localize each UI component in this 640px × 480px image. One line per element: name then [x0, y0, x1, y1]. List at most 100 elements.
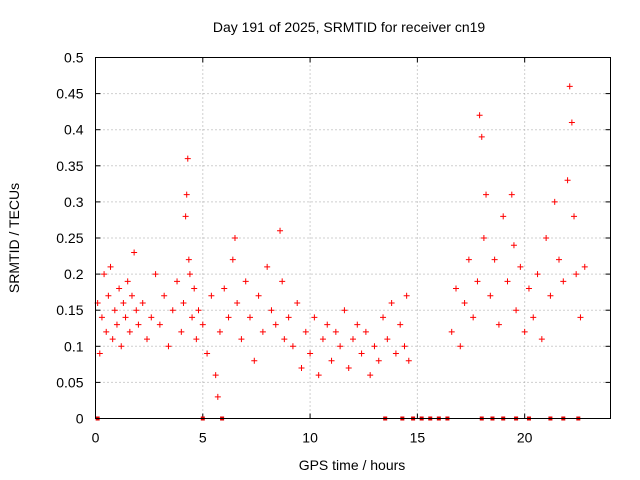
- data-point: [397, 321, 404, 328]
- y-tick-label: 0.4: [64, 122, 84, 138]
- data-point: [521, 328, 528, 335]
- y-tick-label: 0: [76, 411, 84, 427]
- x-tick-label: 15: [410, 430, 426, 446]
- x-tick-label: 5: [199, 430, 207, 446]
- data-point: [174, 278, 181, 285]
- data-point: [470, 314, 477, 321]
- x-tick-label: 20: [517, 430, 533, 446]
- data-point: [96, 350, 103, 357]
- data-point: [101, 271, 108, 278]
- data-point: [358, 350, 365, 357]
- grid: [95, 57, 611, 419]
- x-tick-label: 10: [302, 430, 318, 446]
- data-point: [495, 321, 502, 328]
- data-point: [131, 249, 138, 256]
- data-point: [279, 278, 286, 285]
- data-point: [118, 343, 125, 350]
- data-point: [182, 213, 189, 220]
- data-point: [345, 364, 352, 371]
- data-point: [324, 321, 331, 328]
- data-point: [403, 292, 410, 299]
- data-point: [380, 314, 387, 321]
- y-tick-label: 0.45: [56, 86, 83, 102]
- data-point: [120, 299, 127, 306]
- data-point: [247, 314, 253, 321]
- data-point: [126, 328, 133, 335]
- x-tick-label: 0: [92, 430, 100, 446]
- data-point: [204, 350, 211, 357]
- data-point: [307, 350, 314, 357]
- data-point: [508, 191, 515, 198]
- data-point: [251, 357, 258, 364]
- y-tick-label: 0.3: [64, 194, 84, 210]
- data-point: [272, 321, 279, 328]
- data-point: [457, 343, 464, 350]
- data-point: [311, 314, 318, 321]
- data-point: [392, 350, 399, 357]
- data-point: [491, 256, 498, 263]
- data-point: [255, 292, 262, 299]
- data-point: [474, 278, 481, 285]
- data-point: [568, 119, 575, 126]
- data-point: [193, 336, 200, 343]
- data-point: [212, 372, 219, 379]
- data-point: [135, 321, 142, 328]
- data-point: [225, 314, 232, 321]
- data-point: [367, 372, 374, 379]
- y-tick-label: 0.35: [56, 158, 83, 174]
- data-point: [478, 133, 485, 140]
- data-point: [581, 263, 588, 270]
- data-point: [195, 307, 202, 314]
- data-point: [234, 299, 241, 306]
- y-tick-label: 0.05: [56, 374, 83, 390]
- data-point: [556, 256, 562, 263]
- data-point: [564, 177, 571, 184]
- data-point: [183, 191, 190, 198]
- data-point: [350, 336, 356, 343]
- data-point: [285, 314, 292, 321]
- data-point: [231, 235, 238, 241]
- data-point: [453, 285, 459, 292]
- data-point: [571, 213, 578, 220]
- data-point: [500, 213, 507, 220]
- data-point: [281, 336, 288, 343]
- data-point: [573, 271, 580, 278]
- data-point: [139, 299, 146, 306]
- data-point: [525, 285, 532, 292]
- data-point: [238, 336, 245, 343]
- data-point: [242, 278, 249, 285]
- plot-frame: [95, 57, 611, 419]
- data-point: [294, 299, 301, 306]
- data-point: [530, 314, 537, 321]
- data-point: [111, 307, 118, 314]
- data-point: [483, 191, 490, 198]
- data-point: [371, 343, 378, 350]
- data-point: [199, 321, 206, 328]
- data-point: [216, 328, 223, 335]
- data-point: [208, 292, 215, 299]
- data-point: [184, 155, 191, 162]
- data-point: [264, 263, 271, 270]
- data-point: [362, 328, 369, 335]
- data-point: [152, 271, 159, 278]
- data-point: [229, 256, 236, 263]
- data-point: [277, 227, 284, 234]
- data-point: [517, 263, 524, 270]
- data-point: [165, 343, 172, 350]
- data-point: [332, 328, 339, 335]
- data-point: [328, 357, 335, 364]
- data-point: [133, 307, 140, 314]
- data-point: [221, 285, 228, 292]
- data-point: [388, 299, 395, 306]
- data-point: [298, 364, 305, 371]
- data-point: [189, 314, 196, 321]
- data-point: [337, 343, 344, 350]
- data-point: [214, 393, 221, 400]
- data-point: [375, 357, 382, 364]
- data-point: [448, 328, 455, 335]
- data-point: [534, 271, 541, 278]
- data-point: [513, 307, 520, 314]
- data-point: [109, 336, 116, 343]
